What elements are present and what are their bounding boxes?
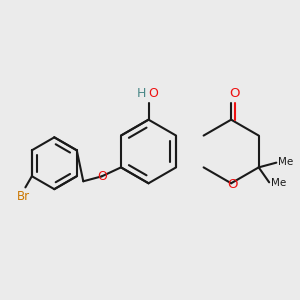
- Text: Me: Me: [278, 157, 293, 167]
- Text: O: O: [148, 87, 158, 100]
- Text: O: O: [230, 87, 240, 100]
- Text: O: O: [97, 170, 107, 183]
- Text: O: O: [227, 178, 238, 191]
- Text: H: H: [137, 87, 146, 100]
- Text: Br: Br: [17, 190, 31, 203]
- Text: Me: Me: [271, 178, 286, 188]
